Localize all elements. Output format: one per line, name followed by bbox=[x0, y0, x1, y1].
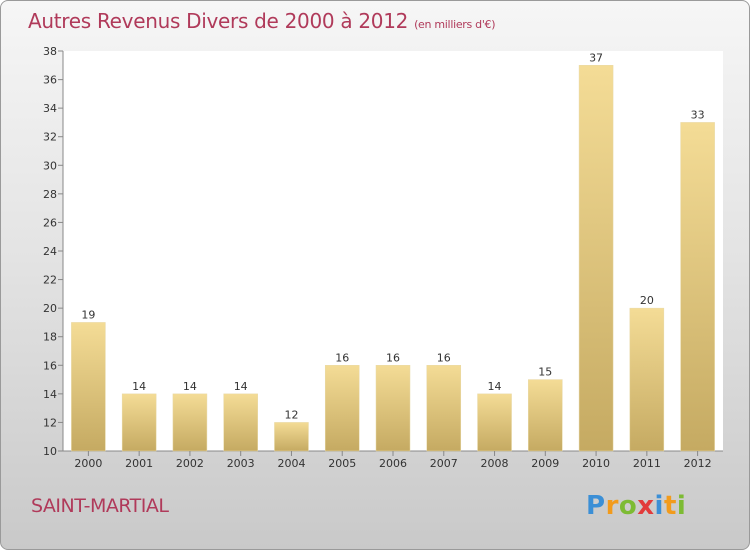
data-label: 37 bbox=[589, 51, 603, 64]
proxiti-logo: Proxiti bbox=[586, 491, 686, 521]
y-tick-label: 32 bbox=[43, 131, 57, 144]
x-tick-label: 2006 bbox=[379, 457, 407, 470]
logo-letter: i bbox=[676, 491, 687, 521]
data-label: 16 bbox=[386, 351, 400, 364]
y-tick-label: 26 bbox=[43, 216, 57, 229]
x-tick-label: 2001 bbox=[125, 457, 153, 470]
x-tick-label: 2008 bbox=[481, 457, 509, 470]
y-tick-label: 10 bbox=[43, 445, 57, 458]
y-tick-label: 38 bbox=[43, 45, 57, 58]
data-label: 16 bbox=[335, 351, 349, 364]
data-label: 33 bbox=[691, 108, 705, 121]
y-tick-label: 12 bbox=[43, 416, 57, 429]
data-label: 16 bbox=[437, 351, 451, 364]
logo-letter: t bbox=[663, 491, 677, 521]
chart-title: Autres Revenus Divers de 2000 à 2012 (en … bbox=[28, 9, 496, 33]
bar bbox=[324, 365, 360, 452]
data-label: 14 bbox=[132, 380, 146, 393]
data-label: 14 bbox=[488, 380, 502, 393]
bar bbox=[223, 393, 258, 452]
y-tick-label: 14 bbox=[43, 388, 57, 401]
x-tick-label: 2005 bbox=[328, 457, 356, 470]
x-tick-label: 2007 bbox=[430, 457, 458, 470]
bar bbox=[477, 393, 512, 452]
x-tick-label: 2003 bbox=[227, 457, 255, 470]
chart-title-text: Autres Revenus Divers de 2000 à 2012 bbox=[28, 9, 409, 33]
y-tick-label: 24 bbox=[43, 245, 57, 258]
bar bbox=[172, 393, 208, 452]
x-tick-label: 2011 bbox=[633, 457, 661, 470]
x-tick-label: 2012 bbox=[684, 457, 712, 470]
logo-letter: r bbox=[605, 491, 619, 521]
x-tick-label: 2002 bbox=[176, 457, 204, 470]
x-tick-label: 2004 bbox=[277, 457, 305, 470]
y-tick-label: 28 bbox=[43, 188, 57, 201]
bar bbox=[426, 365, 462, 452]
bar bbox=[71, 322, 106, 452]
logo-letter: o bbox=[618, 491, 638, 521]
data-label: 19 bbox=[81, 308, 95, 321]
bar bbox=[578, 65, 614, 452]
bar bbox=[528, 379, 563, 452]
y-tick-label: 34 bbox=[43, 102, 57, 115]
bar bbox=[274, 422, 309, 452]
y-tick-label: 16 bbox=[43, 359, 57, 372]
y-tick-label: 30 bbox=[43, 159, 57, 172]
y-tick-label: 20 bbox=[43, 302, 57, 315]
data-label: 14 bbox=[183, 380, 197, 393]
y-tick-label: 18 bbox=[43, 331, 57, 344]
chart-unit: (en milliers d'€) bbox=[414, 18, 496, 31]
logo-letter: P bbox=[586, 491, 606, 521]
x-tick-label: 2000 bbox=[74, 457, 102, 470]
y-tick-label: 36 bbox=[43, 74, 57, 87]
logo-letter: i bbox=[654, 491, 664, 521]
commune-name: SAINT-MARTIAL bbox=[31, 495, 169, 517]
data-label: 15 bbox=[538, 366, 552, 379]
data-label: 12 bbox=[284, 408, 298, 421]
logo-letter: x bbox=[637, 491, 655, 521]
bar bbox=[375, 365, 411, 452]
bar bbox=[680, 122, 715, 452]
x-tick-label: 2009 bbox=[531, 457, 559, 470]
bar bbox=[629, 307, 665, 452]
data-label: 14 bbox=[234, 380, 248, 393]
y-tick-label: 22 bbox=[43, 274, 57, 287]
x-tick-label: 2010 bbox=[582, 457, 610, 470]
data-label: 20 bbox=[640, 294, 654, 307]
bar bbox=[121, 393, 157, 452]
